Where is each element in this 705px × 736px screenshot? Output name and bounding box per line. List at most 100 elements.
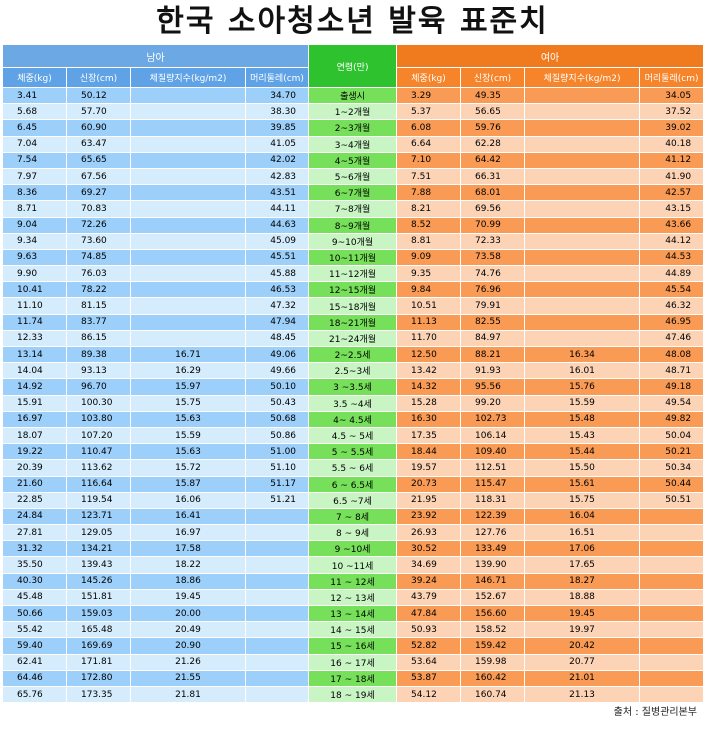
table-row: 11.74 83.77 47.94 18~21개월 11.13 82.55 46.95 bbox=[2, 313, 705, 331]
girl-height-cell: 91.93 bbox=[460, 362, 526, 380]
boy-head-cell: 47.94 bbox=[244, 313, 310, 331]
age-cell: 18~21개월 bbox=[308, 313, 398, 331]
girl-weight-cell: 53.64 bbox=[396, 653, 462, 671]
girl-bmi-cell: 15.75 bbox=[524, 491, 641, 509]
girl-bmi-cell: 15.44 bbox=[524, 443, 641, 461]
table-row: 7.97 67.56 42.83 5~6개월 7.51 66.31 41.90 bbox=[2, 167, 705, 186]
boy-height-cell: 110.47 bbox=[66, 443, 131, 461]
boy-head-cell: 51.21 bbox=[244, 491, 310, 509]
boy-height-cell: 123.71 bbox=[66, 507, 131, 526]
age-cell: 1~2개월 bbox=[308, 103, 398, 121]
table-row: 18.07 107.20 15.59 50.86 4.5 ~ 5세 17.35 106.14… bbox=[2, 426, 705, 445]
boy-height-cell: 113.62 bbox=[66, 459, 131, 477]
boy-bmi-cell: 20.49 bbox=[130, 621, 246, 639]
table-row: 22.85 119.54 16.06 51.21 6.5 ~7세 21.95 118.31 1… bbox=[2, 491, 705, 509]
boy-weight-cell: 31.32 bbox=[2, 540, 67, 558]
boy-head-header: 머리둘레(cm) bbox=[244, 67, 310, 88]
girl-bmi-cell bbox=[524, 281, 641, 299]
girl-head-cell: 44.89 bbox=[639, 265, 705, 283]
age-cell: 출생시 bbox=[308, 86, 398, 105]
girl-bmi-cell bbox=[524, 119, 641, 137]
table-row: 65.76 173.35 21.81 18 ~ 19세 54.12 160.74 21.13 bbox=[2, 685, 705, 704]
boy-height-cell: 86.15 bbox=[66, 329, 131, 348]
boy-weight-cell: 6.45 bbox=[2, 119, 67, 137]
girl-head-cell: 42.57 bbox=[639, 184, 705, 202]
boy-weight-cell: 22.85 bbox=[2, 491, 67, 509]
age-cell: 11 ~ 12세 bbox=[308, 572, 398, 590]
girl-weight-cell: 34.69 bbox=[396, 556, 462, 574]
age-cell: 18 ~ 19세 bbox=[308, 685, 398, 704]
age-cell: 2~3개월 bbox=[308, 119, 398, 137]
girl-weight-cell: 7.10 bbox=[396, 151, 462, 169]
boy-weight-cell: 12.33 bbox=[2, 329, 67, 348]
girl-height-cell: 72.33 bbox=[460, 232, 526, 250]
boy-weight-cell: 24.84 bbox=[2, 507, 67, 526]
boy-bmi-cell bbox=[130, 86, 246, 105]
boy-bmi-cell bbox=[130, 265, 246, 283]
girl-height-cell: 115.47 bbox=[460, 475, 526, 493]
table-row: 35.50 139.43 18.22 10 ~11세 34.69 139.90 17.65 bbox=[2, 556, 705, 574]
age-cell: 5 ~ 5.5세 bbox=[308, 443, 398, 461]
boy-weight-cell: 11.10 bbox=[2, 297, 67, 315]
girl-height-cell: 88.21 bbox=[460, 345, 526, 364]
boy-bmi-cell bbox=[130, 103, 246, 121]
boy-height-cell: 151.81 bbox=[66, 588, 131, 607]
age-cell: 8 ~ 9세 bbox=[308, 524, 398, 542]
girl-bmi-cell: 18.88 bbox=[524, 588, 641, 607]
boy-head-cell: 47.32 bbox=[244, 297, 310, 315]
boy-bmi-cell: 18.22 bbox=[130, 556, 246, 574]
boy-height-cell: 134.21 bbox=[66, 540, 131, 558]
girl-weight-cell: 11.13 bbox=[396, 313, 462, 331]
girl-bmi-cell: 16.34 bbox=[524, 345, 641, 364]
boy-height-cell: 145.26 bbox=[66, 572, 131, 590]
girl-bmi-cell: 17.06 bbox=[524, 540, 641, 558]
age-cell: 2.5~3세 bbox=[308, 362, 398, 380]
boy-head-cell: 38.30 bbox=[244, 103, 310, 121]
table-row: 3.41 50.12 34.70 출생시 3.29 49.35 34.05 bbox=[2, 86, 705, 105]
girl-weight-cell: 54.12 bbox=[396, 685, 462, 704]
boy-height-cell: 74.85 bbox=[66, 248, 131, 267]
boy-weight-cell: 55.42 bbox=[2, 621, 67, 639]
girl-weight-cell: 6.08 bbox=[396, 119, 462, 137]
boy-bmi-cell: 16.71 bbox=[130, 345, 246, 364]
boy-weight-cell: 10.41 bbox=[2, 281, 67, 299]
boy-height-cell: 67.56 bbox=[66, 167, 131, 186]
girl-bmi-cell: 20.77 bbox=[524, 653, 641, 671]
girl-height-cell: 156.60 bbox=[460, 604, 526, 623]
girl-head-cell: 44.12 bbox=[639, 232, 705, 250]
boy-height-cell: 139.43 bbox=[66, 556, 131, 574]
table-row: 12.33 86.15 48.45 21~24개월 11.70 84.97 47.46 bbox=[2, 329, 705, 348]
boy-height-header: 신장(cm) bbox=[66, 67, 131, 88]
girl-bmi-cell: 15.48 bbox=[524, 410, 641, 428]
boy-weight-cell: 5.68 bbox=[2, 103, 67, 121]
girl-weight-cell: 39.24 bbox=[396, 572, 462, 590]
boy-head-cell: 42.02 bbox=[244, 151, 310, 169]
girl-height-cell: 146.71 bbox=[460, 572, 526, 590]
boy-bmi-cell: 16.29 bbox=[130, 362, 246, 380]
boy-weight-cell: 20.39 bbox=[2, 459, 67, 477]
girl-height-cell: 127.76 bbox=[460, 524, 526, 542]
boy-height-cell: 57.70 bbox=[66, 103, 131, 121]
girl-height-cell: 158.52 bbox=[460, 621, 526, 639]
age-cell: 3~4개월 bbox=[308, 135, 398, 153]
boy-head-cell: 49.06 bbox=[244, 345, 310, 364]
boy-head-cell: 45.09 bbox=[244, 232, 310, 250]
boy-bmi-cell bbox=[130, 135, 246, 153]
boy-height-cell: 73.60 bbox=[66, 232, 131, 250]
boy-bmi-cell bbox=[130, 313, 246, 331]
boy-bmi-cell bbox=[130, 248, 246, 267]
girl-height-cell: 160.74 bbox=[460, 685, 526, 704]
boy-head-cell: 41.05 bbox=[244, 135, 310, 153]
boy-head-cell: 51.10 bbox=[244, 459, 310, 477]
boy-height-cell: 103.80 bbox=[66, 410, 131, 428]
girl-bmi-cell bbox=[524, 135, 641, 153]
boy-head-cell: 45.88 bbox=[244, 265, 310, 283]
boy-bmi-cell: 17.58 bbox=[130, 540, 246, 558]
boy-head-cell: 48.45 bbox=[244, 329, 310, 348]
girl-weight-cell: 9.09 bbox=[396, 248, 462, 267]
girl-weight-cell: 8.21 bbox=[396, 200, 462, 218]
boy-bmi-cell: 15.63 bbox=[130, 410, 246, 428]
boy-head-cell: 51.00 bbox=[244, 443, 310, 461]
girl-weight-cell: 26.93 bbox=[396, 524, 462, 542]
girl-group-header: 여아 bbox=[396, 44, 705, 68]
